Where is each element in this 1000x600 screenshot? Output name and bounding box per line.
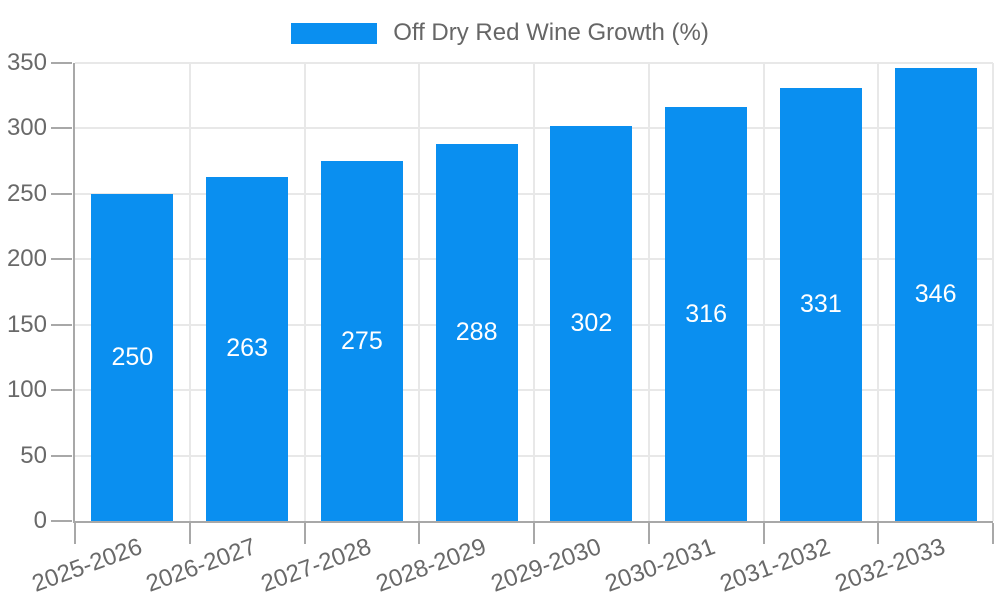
gridline-vertical: [877, 63, 880, 521]
x-axis-tick: [647, 523, 650, 544]
x-axis-tick-label: 2029-2030: [487, 533, 605, 598]
bar: 288: [435, 144, 518, 521]
gridline-vertical: [533, 63, 535, 521]
x-axis-tick-label: 2026-2027: [142, 533, 261, 598]
legend-swatch-icon: [291, 22, 378, 44]
y-axis-tick-label: 350: [6, 49, 47, 76]
bar-value-label: 263: [226, 334, 268, 363]
gridline-vertical: [992, 63, 994, 521]
y-axis-tick-label: 0: [33, 507, 47, 534]
y-axis-tick: [51, 323, 72, 326]
bar-value-label: 316: [685, 299, 727, 328]
gridline-vertical: [418, 63, 421, 521]
x-axis-tick: [762, 523, 765, 544]
x-axis-tick-label: 2030-2031: [601, 533, 720, 598]
y-axis-tick: [51, 520, 72, 522]
y-axis-tick-label: 250: [6, 179, 47, 207]
y-axis-tick: [51, 62, 72, 64]
x-axis-tick: [188, 523, 191, 544]
legend[interactable]: Off Dry Red Wine Growth (%): [0, 20, 1000, 46]
y-axis-tick-label: 300: [6, 114, 47, 142]
bar-value-label: 288: [455, 318, 498, 347]
x-axis-tick-label: 2032-2033: [831, 533, 949, 598]
y-axis-tick-label: 150: [6, 310, 47, 338]
x-axis-tick: [303, 523, 306, 544]
bar-value-label: 331: [800, 289, 842, 318]
y-axis-tick-label: 50: [20, 441, 47, 469]
bar-value-label: 346: [914, 280, 957, 309]
bar: 250: [91, 193, 174, 521]
bar: 346: [894, 68, 977, 521]
x-axis-tick-label: 2025-2026: [28, 533, 146, 598]
y-axis-tick: [51, 258, 72, 261]
bar: 316: [665, 107, 748, 521]
x-axis-tick: [877, 523, 880, 544]
bar: 302: [550, 125, 633, 521]
y-axis-tick: [51, 454, 72, 457]
x-axis-tick-label: 2028-2029: [372, 533, 490, 598]
y-axis-tick: [51, 192, 72, 195]
bar-value-label: 275: [341, 326, 383, 355]
bar: 275: [320, 161, 403, 521]
y-axis-tick-label: 100: [6, 376, 47, 404]
x-axis-tick: [418, 523, 421, 544]
bar: 263: [206, 176, 289, 521]
bar-value-label: 250: [111, 342, 154, 371]
gridline-vertical: [303, 63, 306, 521]
bar-value-label: 302: [570, 308, 613, 337]
legend-label: Off Dry Red Wine Growth (%): [393, 19, 709, 46]
x-axis-tick: [533, 523, 535, 544]
gridline-vertical: [647, 63, 650, 521]
x-axis-tick-label: 2027-2028: [257, 533, 375, 598]
y-axis-tick: [51, 127, 72, 130]
y-axis-tick-label: 200: [6, 245, 47, 273]
gridline-vertical: [188, 63, 191, 521]
x-axis-tick: [74, 523, 76, 544]
x-axis-tick-label: 2031-2032: [716, 533, 834, 598]
bar: 331: [779, 87, 862, 521]
gridline-vertical: [762, 63, 765, 521]
y-axis-line: [73, 63, 75, 523]
x-axis-line: [73, 521, 993, 523]
y-axis-tick: [51, 389, 72, 392]
x-axis-tick: [992, 523, 994, 544]
